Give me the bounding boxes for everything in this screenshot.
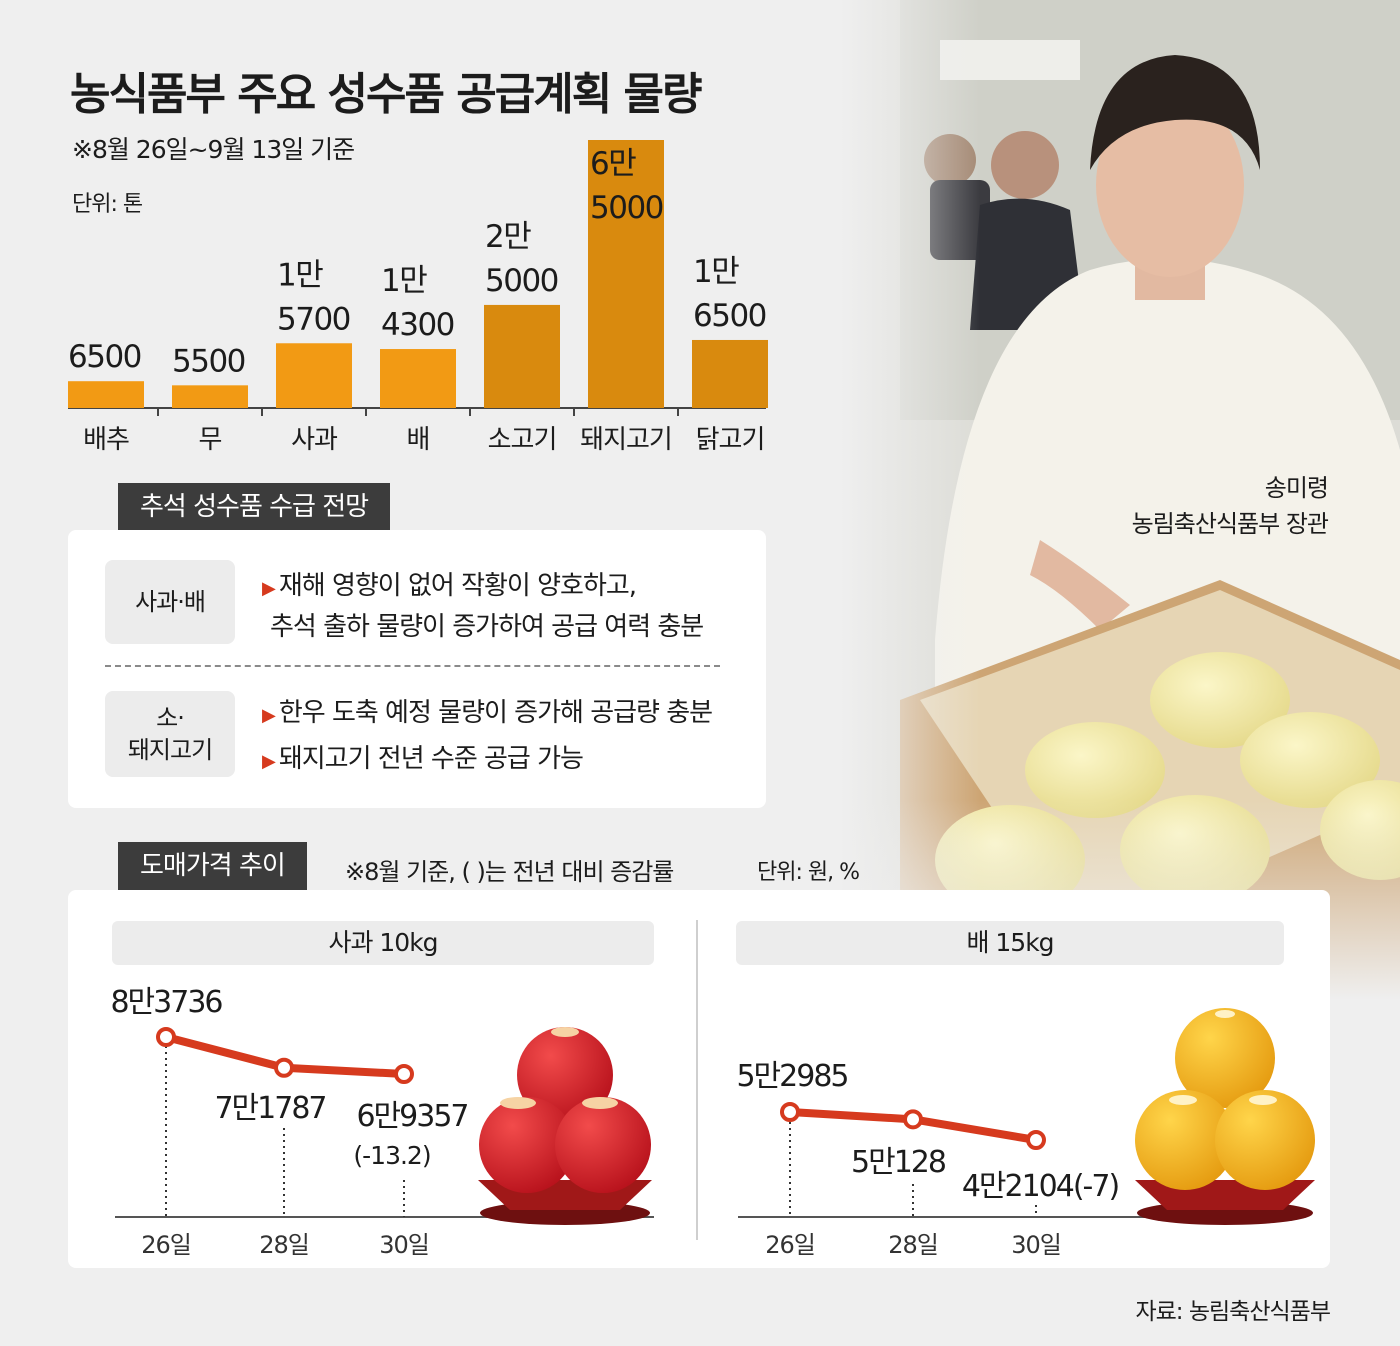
apple-illustration [478, 1027, 652, 1225]
bar-category-label: 사과 [291, 425, 338, 455]
bar-value-label: 6500 [693, 298, 766, 334]
pear-chart-title: 배 15kg [736, 921, 1284, 965]
price-note: ※8월 기준, ( )는 전년 대비 증감률 [345, 858, 674, 886]
outlook-label-meat-line1: 소· [156, 703, 185, 732]
pear-illustration [1135, 1008, 1315, 1225]
caption-role: 농림축산식품부 장관 [1131, 510, 1329, 538]
bar-value-label: 6만 [590, 146, 636, 182]
bar-value-label: 6500 [68, 339, 141, 375]
bar-value-label: 5500 [172, 343, 245, 379]
bar [380, 349, 456, 408]
x-tick-label: 28일 [888, 1231, 938, 1259]
outlook-label-fruit: 사과·배 [105, 560, 235, 644]
data-label: 4만2104(-7) [962, 1169, 1119, 1204]
data-point [394, 1064, 414, 1084]
unit-label: 단위: 톤 [72, 192, 143, 217]
data-label: 8만3736 [110, 985, 222, 1020]
bar-category-label: 소고기 [488, 425, 557, 455]
outlook-line: ▶ 돼지고기 전년 수준 공급 가능 [262, 738, 584, 775]
x-tick-label: 26일 [141, 1231, 191, 1259]
photo-caption: 송미령 농림축산식품부 장관 [1131, 470, 1329, 542]
bar-category-label: 배추 [83, 425, 129, 455]
outlook-divider [105, 665, 720, 667]
bullet-triangle-icon: ▶ [262, 751, 276, 772]
x-tick-label: 26일 [765, 1231, 815, 1259]
bar [172, 385, 248, 408]
x-tick-label: 30일 [379, 1231, 429, 1259]
x-tick-label: 30일 [1011, 1231, 1061, 1259]
data-label: 7만1787 [214, 1091, 325, 1126]
outlook-line-text: 한우 도축 예정 물량이 증가해 공급량 충분 [278, 698, 713, 728]
bar [588, 140, 664, 408]
infographic-title: 농식품부 주요 성수품 공급계획 물량 [70, 69, 702, 120]
bar-value-label: 1만 [277, 257, 323, 293]
price-unit: 단위: 원, % [757, 860, 860, 885]
outlook-line: ▶ 재해 영향이 없어 작황이 양호하고, [262, 565, 637, 602]
bar-category-label: 무 [199, 425, 222, 455]
data-label: 5만128 [851, 1145, 946, 1180]
outlook-label-meat-line2: 돼지고기 [127, 736, 213, 764]
minister-photo [840, 0, 1400, 1000]
bar-value-label: 1만 [381, 263, 427, 299]
bar-value-label: 4300 [381, 307, 454, 343]
data-point [1026, 1130, 1046, 1150]
bar-category-label: 닭고기 [696, 425, 765, 455]
period-note: ※8월 26일~9월 13일 기준 [72, 135, 355, 164]
bar-value-label: 5000 [485, 263, 558, 299]
outlook-tag: 추석 성수품 수급 전망 [118, 483, 391, 531]
caption-name: 송미령 [1264, 474, 1329, 502]
apple-chart-title: 사과 10kg [112, 921, 654, 965]
data-point [274, 1057, 294, 1078]
change-note: (-13.2) [353, 1141, 430, 1170]
bar [692, 339, 768, 408]
outlook-line: 추석 출하 물량이 증가하여 공급 여력 충분 [270, 606, 704, 643]
bar [484, 304, 560, 408]
bar-value-label: 2만 [485, 219, 531, 255]
data-point [156, 1027, 176, 1047]
data-label: 5만2985 [736, 1059, 847, 1094]
data-point [780, 1102, 800, 1122]
bar [68, 381, 144, 408]
panel-divider [696, 920, 698, 1240]
data-point [903, 1109, 923, 1130]
outlook-line-text: 추석 출하 물량이 증가하여 공급 여력 충분 [270, 612, 704, 642]
outlook-line-text: 재해 영향이 없어 작황이 양호하고, [278, 571, 637, 601]
bar-value-label: 5700 [277, 301, 350, 337]
bar-value-label: 5000 [590, 190, 663, 226]
data-label: 6만9357 [356, 1099, 467, 1134]
bar-value-label: 1만 [693, 254, 739, 290]
bar-category-label: 배 [407, 425, 430, 455]
x-tick-label: 28일 [259, 1231, 309, 1259]
bullet-triangle-icon: ▶ [262, 578, 276, 599]
outlook-label-fruit-text: 사과·배 [135, 587, 206, 616]
outlook-label-meat: 소· 돼지고기 [105, 691, 235, 777]
bullet-triangle-icon: ▶ [262, 705, 276, 726]
price-tag: 도매가격 추이 [118, 842, 307, 890]
outlook-line-text: 돼지고기 전년 수준 공급 가능 [278, 744, 584, 774]
source-note: 자료: 농림축산식품부 [1135, 1299, 1331, 1325]
outlook-line: ▶ 한우 도축 예정 물량이 증가해 공급량 충분 [262, 692, 713, 729]
bar-category-label: 돼지고기 [580, 425, 672, 455]
bar [276, 343, 352, 408]
supply-bar-chart: 6500 배추 5500 무 1만 5700 사과 1만 4300 배 2만 5000 소고기 6만 500… [68, 140, 768, 455]
